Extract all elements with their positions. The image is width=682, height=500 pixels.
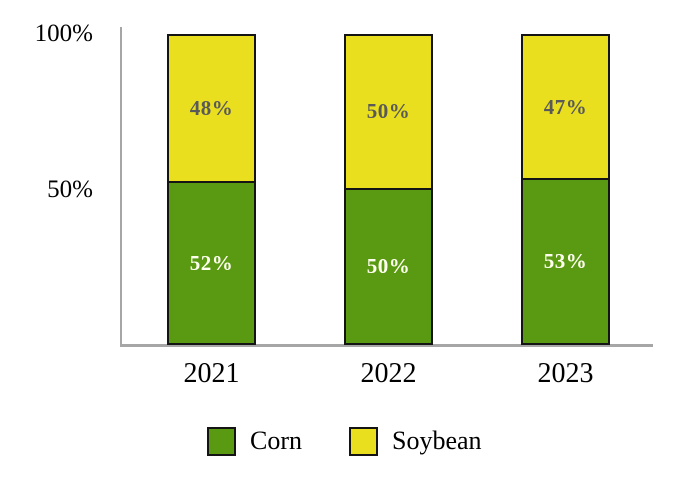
y-axis-line (120, 27, 122, 346)
segment-label: 52% (189, 250, 234, 275)
segment-label: 48% (189, 96, 234, 121)
legend-label: Corn (250, 426, 302, 455)
segment-label: 47% (543, 94, 588, 119)
segment-label: 53% (543, 249, 588, 274)
bar-2023: 47% 53% (521, 34, 610, 345)
segment-label: 50% (366, 99, 411, 124)
segment-soybean-2023: 47% (523, 36, 608, 181)
bar-2021: 48% 52% (167, 34, 256, 345)
x-axis-tick-label: 2023 (537, 358, 594, 389)
segment-soybean-2022: 50% (346, 36, 431, 190)
legend-entry-soybean: Soybean (349, 426, 482, 456)
x-axis-line (120, 344, 653, 347)
y-axis-tick-label: 50% (47, 175, 93, 203)
legend-swatch-soybean (349, 426, 378, 456)
segment-corn-2022: 50% (346, 189, 431, 343)
legend: Corn Soybean (207, 426, 482, 456)
legend-swatch-corn (207, 426, 236, 456)
segment-corn-2021: 52% (169, 183, 254, 343)
segment-corn-2023: 53% (523, 180, 608, 343)
y-axis-tick-label: 100% (34, 20, 93, 47)
bar-2022: 50% 50% (344, 34, 433, 345)
segment-soybean-2021: 48% (169, 36, 254, 184)
x-axis-tick-label: 2021 (183, 358, 240, 389)
x-axis-tick-label: 2022 (360, 358, 417, 389)
segment-label: 50% (366, 253, 411, 278)
legend-entry-corn: Corn (207, 426, 302, 456)
legend-label: Soybean (392, 426, 482, 455)
